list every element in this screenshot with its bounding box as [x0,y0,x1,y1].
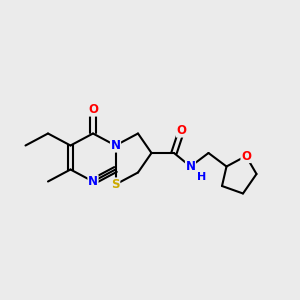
Text: O: O [241,149,251,163]
Text: S: S [111,178,120,191]
Text: N: N [88,175,98,188]
Text: O: O [176,124,187,137]
Text: N: N [110,139,121,152]
Text: H: H [197,172,206,182]
Text: O: O [88,103,98,116]
Text: N: N [185,160,196,173]
